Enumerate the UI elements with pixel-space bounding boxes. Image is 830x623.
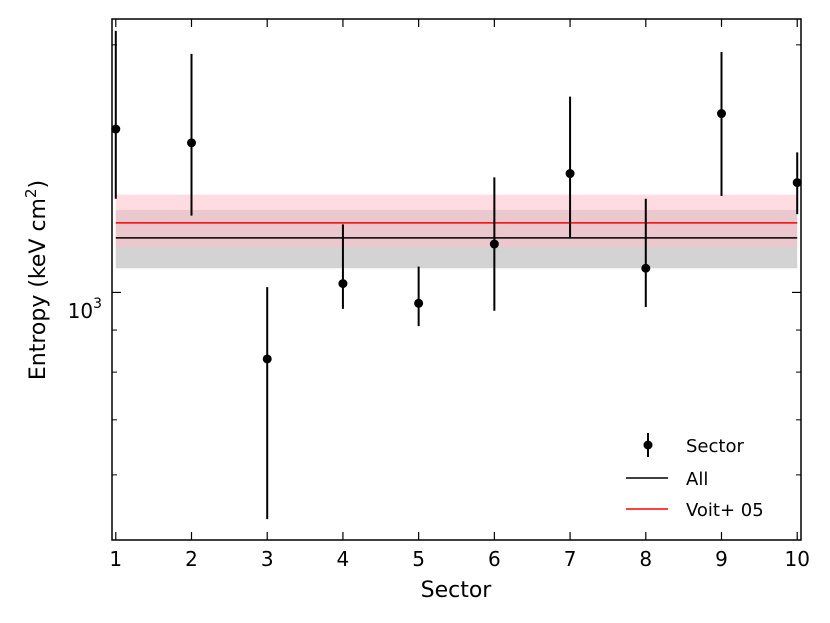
legend-label-all: All (686, 469, 708, 490)
bands-layer (115, 194, 798, 269)
point-sector-6 (489, 239, 499, 249)
reference-lines-layer (115, 222, 798, 239)
plot-frame (111, 18, 802, 541)
errorbars-layer (114, 30, 799, 520)
x-tick-label-1: 1 (109, 547, 122, 571)
y-ticks (112, 44, 801, 541)
legend: Sector All Voit+ 05 (626, 433, 764, 521)
point-sector-2 (187, 138, 196, 148)
x-ticks: 1 2 3 4 5 6 7 8 9 10 (109, 19, 810, 571)
y-tick-label-1000: 103 (68, 296, 102, 323)
x-axis-label: Sector (421, 578, 493, 603)
point-sector-10 (792, 178, 802, 188)
x-tick-label-6: 6 (488, 547, 501, 571)
x-tick-label-9: 9 (715, 547, 728, 571)
legend-sector-marker (643, 440, 653, 450)
point-sector-9 (717, 109, 726, 119)
points-layer (111, 109, 802, 364)
band-voit-05 (115, 194, 798, 248)
x-tick-label-8: 8 (639, 547, 652, 571)
x-tick-label-5: 5 (412, 547, 425, 571)
x-tick-label-3: 3 (261, 547, 274, 571)
point-sector-5 (414, 298, 424, 308)
x-tick-label-2: 2 (185, 547, 198, 571)
legend-label-sector: Sector (686, 436, 744, 457)
point-sector-1 (111, 124, 121, 134)
x-tick-label-10: 10 (784, 547, 809, 571)
point-sector-4 (338, 279, 348, 289)
point-sector-7 (565, 169, 575, 179)
point-sector-3 (262, 354, 272, 364)
x-tick-label-4: 4 (337, 547, 350, 571)
x-tick-label-7: 7 (564, 547, 577, 571)
legend-label-voit: Voit+ 05 (686, 500, 764, 521)
point-sector-8 (641, 263, 651, 273)
y-axis-label: Entropy (keV cm2) (22, 180, 51, 380)
